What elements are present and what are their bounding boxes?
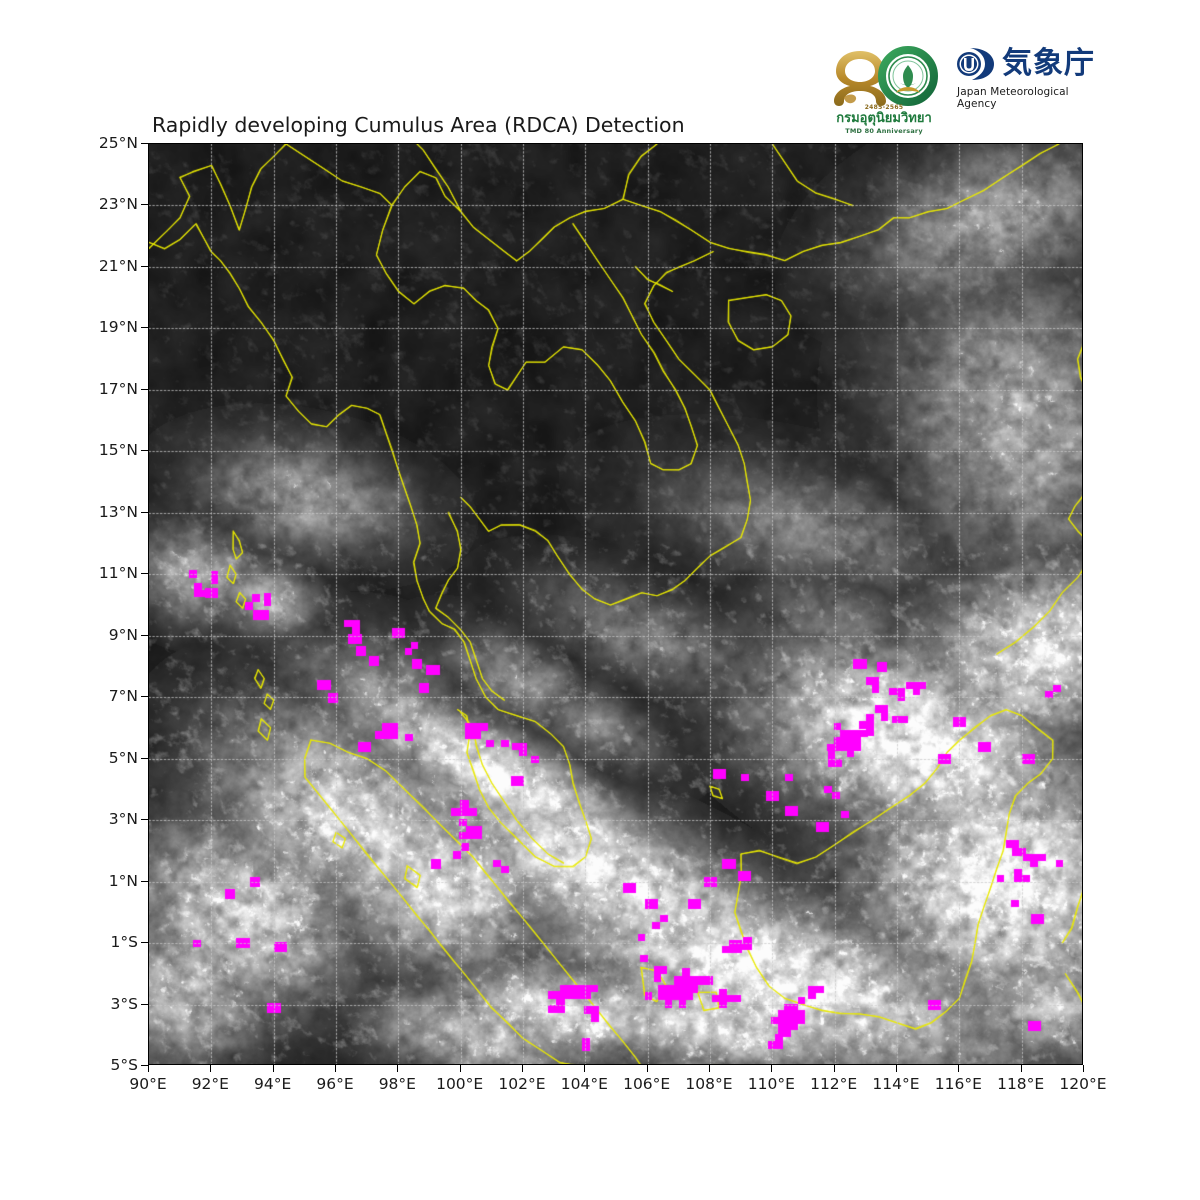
x-axis-label: 118°E <box>997 1075 1045 1093</box>
x-axis-label: 108°E <box>685 1075 733 1093</box>
tmd-thai-name: กรมอุตุนิยมวิทยา <box>836 111 932 126</box>
tmd-anniversary-text: TMD 80 Anniversary <box>845 127 923 135</box>
title-line-product: Rapidly developing Cumulus Area (RDCA) D… <box>152 113 685 137</box>
x-axis-label: 100°E <box>436 1075 484 1093</box>
x-axis-tick <box>335 1065 336 1072</box>
x-axis-label: 92°E <box>191 1075 229 1093</box>
jma-logo: 気象庁 Japan Meteorological Agency <box>956 46 1108 112</box>
tmd-years: 2485-2565 <box>864 104 904 111</box>
x-axis-label: 96°E <box>316 1075 354 1093</box>
x-axis-tick <box>460 1065 461 1072</box>
jma-logo-top: 気象庁 <box>956 46 1095 82</box>
y-axis-label: 21°N <box>98 256 138 275</box>
jma-english-text: Japan Meteorological Agency <box>957 86 1069 110</box>
y-axis-label: 7°N <box>108 687 138 706</box>
y-axis-label: 1°S <box>110 933 138 952</box>
tmd-80-icon <box>828 44 940 108</box>
y-axis-tick <box>141 573 148 574</box>
y-axis-label: 5°N <box>108 748 138 767</box>
x-axis-label: 98°E <box>378 1075 416 1093</box>
x-axis-tick <box>397 1065 398 1072</box>
y-axis-label: 1°N <box>108 871 138 890</box>
x-axis-tick <box>647 1065 648 1072</box>
x-axis-tick <box>1083 1065 1084 1072</box>
y-axis-label: 11°N <box>98 564 138 583</box>
legend: Detecting Area <box>0 1118 1200 1182</box>
y-axis-label: 3°S <box>110 994 138 1013</box>
y-axis-label: 9°N <box>108 625 138 644</box>
x-axis-tick <box>834 1065 835 1072</box>
y-axis-tick <box>141 327 148 328</box>
y-axis-tick <box>141 696 148 697</box>
x-axis-tick <box>896 1065 897 1072</box>
x-axis-label: 102°E <box>498 1075 546 1093</box>
x-axis-tick <box>1021 1065 1022 1072</box>
y-axis-label: 3°N <box>108 810 138 829</box>
x-axis-tick <box>522 1065 523 1072</box>
x-axis-label: 120°E <box>1059 1075 1107 1093</box>
x-axis-label: 104°E <box>560 1075 608 1093</box>
x-axis-label: 116°E <box>934 1075 982 1093</box>
y-axis-tick <box>141 635 148 636</box>
y-axis-tick <box>141 450 148 451</box>
y-axis-tick <box>141 819 148 820</box>
y-axis-tick <box>141 881 148 882</box>
y-axis-tick <box>141 389 148 390</box>
jma-mark-icon <box>957 48 994 80</box>
y-axis-label: 25°N <box>98 134 138 152</box>
y-axis-tick <box>141 1065 148 1066</box>
logo-bar: 2485-2565 กรมอุตุนิยมวิทยา TMD 80 Annive… <box>828 46 1108 138</box>
x-axis-label: 110°E <box>747 1075 795 1093</box>
y-axis-tick <box>141 143 148 144</box>
tmd-anniversary-logo: 2485-2565 กรมอุตุนิยมวิทยา TMD 80 Annive… <box>828 46 940 138</box>
y-axis-tick <box>141 758 148 759</box>
x-axis-tick <box>210 1065 211 1072</box>
x-axis-tick <box>709 1065 710 1072</box>
jma-kanji-text: 気象庁 <box>1002 46 1095 81</box>
y-axis-tick <box>141 512 148 513</box>
x-axis-label: 94°E <box>254 1075 292 1093</box>
x-axis-label: 112°E <box>810 1075 858 1093</box>
y-axis-tick <box>141 1004 148 1005</box>
y-axis-tick <box>141 204 148 205</box>
x-axis-tick <box>148 1065 149 1072</box>
y-axis-label: 15°N <box>98 441 138 460</box>
y-axis-label: 13°N <box>98 502 138 521</box>
y-axis-label: 23°N <box>98 195 138 214</box>
detection-and-grid-overlay <box>149 144 1082 1064</box>
x-axis-tick <box>273 1065 274 1072</box>
x-axis-label: 114°E <box>872 1075 920 1093</box>
y-axis-label: 5°S <box>110 1056 138 1074</box>
y-axis-label: 19°N <box>98 318 138 337</box>
y-axis-label: 17°N <box>98 379 138 398</box>
x-axis-label: 106°E <box>623 1075 671 1093</box>
x-axis-label: 90°E <box>129 1075 167 1093</box>
y-axis-tick <box>141 942 148 943</box>
x-axis-tick <box>958 1065 959 1072</box>
x-axis-tick <box>584 1065 585 1072</box>
y-axis-tick <box>141 266 148 267</box>
satellite-map-plot[interactable] <box>148 143 1083 1065</box>
x-axis-tick <box>771 1065 772 1072</box>
